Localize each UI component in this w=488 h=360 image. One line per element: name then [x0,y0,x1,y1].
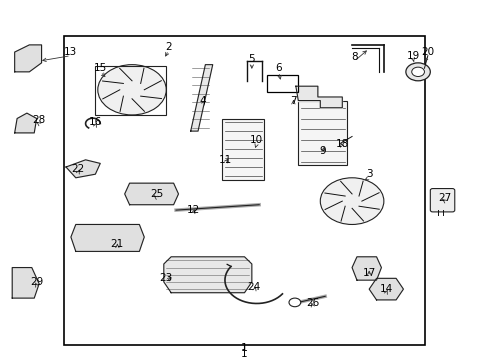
Polygon shape [71,225,144,251]
Text: 25: 25 [149,189,163,199]
Polygon shape [124,183,178,205]
Text: 6: 6 [275,63,282,73]
Text: 14: 14 [379,284,392,294]
Polygon shape [295,86,342,108]
Text: 16: 16 [88,117,102,127]
Bar [222,118,264,180]
Text: 29: 29 [30,277,43,287]
Circle shape [405,63,429,81]
Text: 1: 1 [241,349,247,359]
Text: 7: 7 [289,95,296,105]
Text: 15: 15 [93,63,107,73]
Bar [63,36,425,345]
Polygon shape [163,257,251,293]
Text: 9: 9 [319,146,325,156]
Text: 27: 27 [437,193,451,203]
Text: 2: 2 [165,42,172,52]
Text: 5: 5 [248,54,255,64]
FancyBboxPatch shape [429,189,454,212]
Polygon shape [351,257,381,280]
Polygon shape [15,113,37,133]
Circle shape [288,298,300,307]
Text: 18: 18 [335,139,348,149]
Text: 8: 8 [350,53,357,63]
Text: 4: 4 [199,95,206,105]
Text: 10: 10 [250,135,263,145]
Circle shape [320,178,383,225]
Text: 23: 23 [159,273,173,283]
Bar [266,76,298,91]
Text: 22: 22 [71,164,85,174]
Polygon shape [12,267,39,298]
Text: 12: 12 [186,205,200,215]
Text: 26: 26 [305,298,319,309]
Circle shape [411,67,424,77]
Circle shape [98,65,166,115]
Text: 1: 1 [241,343,247,353]
Polygon shape [368,278,403,300]
Text: 3: 3 [365,169,372,179]
Polygon shape [190,65,212,131]
Text: 28: 28 [32,115,46,125]
Polygon shape [15,45,41,72]
Text: 21: 21 [110,239,124,249]
Text: 17: 17 [362,268,375,278]
Text: 13: 13 [64,47,78,57]
Polygon shape [66,160,100,178]
Bar [298,100,346,165]
Text: 19: 19 [406,51,419,61]
Text: 11: 11 [218,155,231,165]
Text: 24: 24 [247,282,261,292]
Text: 20: 20 [421,47,433,57]
